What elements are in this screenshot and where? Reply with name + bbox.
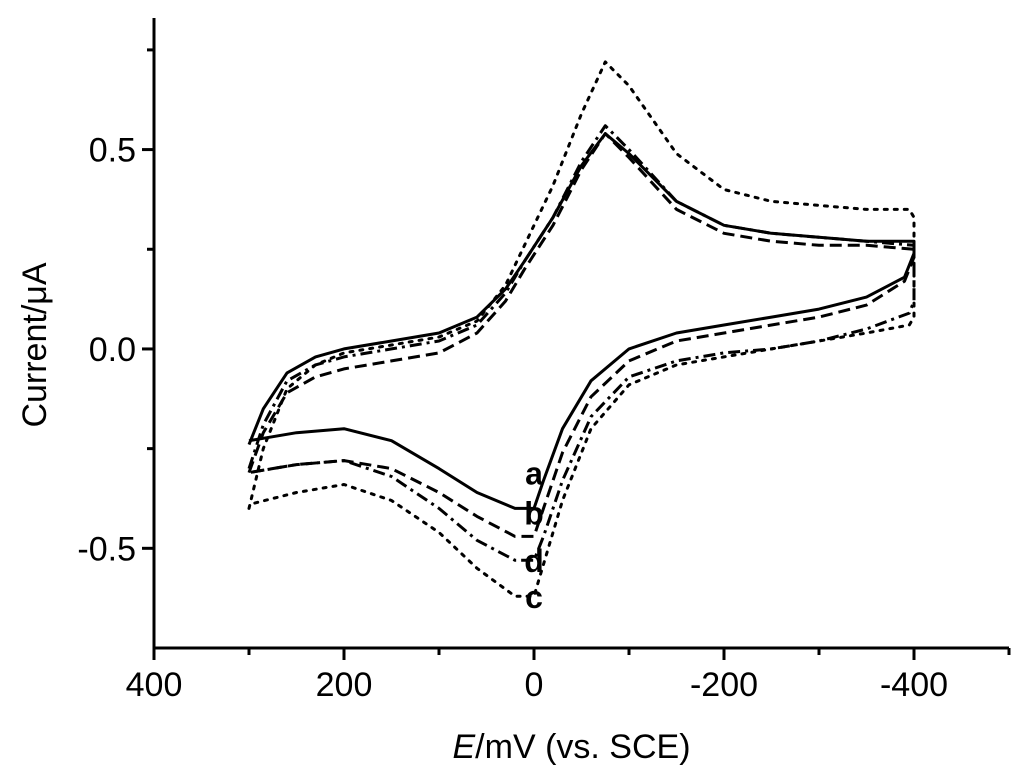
y-tick-label: 0.5: [89, 132, 136, 170]
series-b-line: [247, 132, 916, 538]
curve-label-b: b: [524, 495, 544, 531]
x-tick-label: -400: [880, 666, 948, 704]
x-tick-label: 400: [126, 666, 183, 704]
series-d-line: [247, 124, 916, 562]
series-a-line: [247, 132, 916, 510]
x-axis-title: E/mV (vs. SCE): [452, 728, 690, 766]
x-axis-title-italic: E: [452, 728, 475, 766]
axes: 400 200 0 -200 -400 -0.5 0.0 0.5: [77, 18, 1011, 704]
curve-label-a: a: [525, 456, 543, 492]
y-tick-label: 0.0: [89, 331, 136, 369]
curve-label-c: c: [525, 579, 543, 615]
x-tick-label: 200: [316, 666, 373, 704]
x-tick-label: 0: [525, 666, 544, 704]
y-axis-title: Current/μA: [16, 262, 54, 427]
axis-ticks: 400 200 0 -200 -400 -0.5 0.0 0.5: [77, 48, 1011, 704]
curve-label-d: d: [524, 543, 544, 579]
curves: [247, 60, 916, 598]
series-c-line: [247, 60, 916, 598]
x-axis-title-rest: /mV (vs. SCE): [475, 728, 690, 766]
y-tick-label: -0.5: [77, 530, 136, 568]
x-tick-label: -200: [690, 666, 758, 704]
